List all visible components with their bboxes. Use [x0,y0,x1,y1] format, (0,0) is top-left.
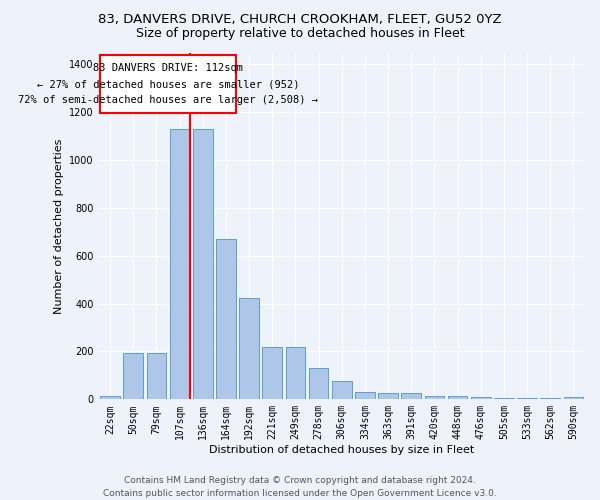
Bar [124,352,143,400]
Text: 72% of semi-detached houses are larger (2,508) →: 72% of semi-detached houses are larger (… [18,96,318,106]
Bar [262,346,282,400]
Bar [563,397,583,400]
Y-axis label: Number of detached properties: Number of detached properties [53,138,64,314]
Bar [425,396,444,400]
Bar [448,396,467,400]
Bar [541,398,560,400]
Text: ← 27% of detached houses are smaller (952): ← 27% of detached houses are smaller (95… [37,79,299,89]
Bar [332,382,352,400]
Bar [401,394,421,400]
Bar [193,129,212,400]
Bar [309,368,328,400]
Bar [239,298,259,400]
Bar [170,129,190,400]
Text: Size of property relative to detached houses in Fleet: Size of property relative to detached ho… [136,28,464,40]
Bar [494,398,514,400]
Bar [378,394,398,400]
Bar [517,398,537,400]
Text: 83, DANVERS DRIVE, CHURCH CROOKHAM, FLEET, GU52 0YZ: 83, DANVERS DRIVE, CHURCH CROOKHAM, FLEE… [98,12,502,26]
Bar [471,397,491,400]
Bar [146,352,166,400]
FancyBboxPatch shape [100,55,236,114]
Bar [216,239,236,400]
Text: 83 DANVERS DRIVE: 112sqm: 83 DANVERS DRIVE: 112sqm [93,63,243,73]
X-axis label: Distribution of detached houses by size in Fleet: Distribution of detached houses by size … [209,445,475,455]
Bar [100,396,120,400]
Bar [355,392,375,400]
Bar [286,346,305,400]
Text: Contains HM Land Registry data © Crown copyright and database right 2024.
Contai: Contains HM Land Registry data © Crown c… [103,476,497,498]
